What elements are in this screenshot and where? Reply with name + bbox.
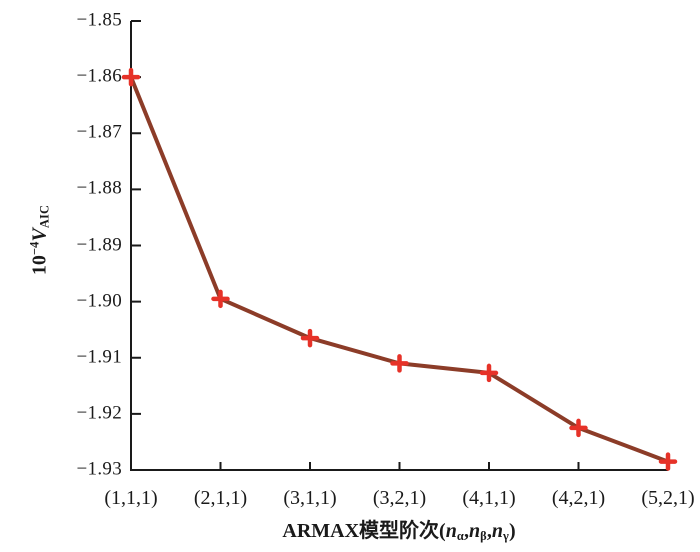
x-tick-label: (3,2,1) bbox=[372, 487, 427, 509]
y-tick-label: −1.88 bbox=[76, 177, 122, 199]
x-axis-label-token: n bbox=[491, 520, 503, 542]
data-marker-plus bbox=[300, 328, 320, 348]
data-marker-plus bbox=[390, 354, 409, 373]
x-tick-label: (2,1,1) bbox=[193, 487, 248, 509]
y-tick-label: −1.87 bbox=[76, 121, 122, 143]
x-axis-label-token: , bbox=[463, 520, 469, 542]
data-marker-plus bbox=[569, 418, 588, 438]
y-axis-label-token: −4 bbox=[27, 241, 42, 256]
x-axis-label-token: γ bbox=[502, 529, 509, 544]
y-tick-label: −1.86 bbox=[76, 65, 122, 87]
y-axis-label-token: V bbox=[28, 228, 51, 242]
y-axis-label: 10−4VAIC bbox=[27, 205, 52, 275]
x-tick-label: (4,2,1) bbox=[551, 487, 606, 509]
x-tick-label: (3,1,1) bbox=[283, 487, 337, 509]
x-axis-label-token: α bbox=[456, 529, 464, 544]
x-tick-label: (4,1,1) bbox=[462, 487, 516, 509]
data-marker-plus bbox=[211, 289, 230, 309]
y-tick-label: −1.93 bbox=[76, 458, 122, 480]
x-tick-label: (1,1,1) bbox=[104, 487, 158, 509]
y-tick-label: −1.92 bbox=[76, 402, 122, 424]
y-axis-label-token: 10 bbox=[28, 255, 51, 276]
x-axis-label-token: β bbox=[480, 529, 487, 544]
x-axis-label-token: n bbox=[445, 520, 457, 542]
data-marker-plus bbox=[121, 67, 141, 87]
data-marker-plus bbox=[658, 452, 678, 471]
data-marker-plus bbox=[479, 363, 499, 383]
y-tick-label: −1.90 bbox=[76, 290, 122, 312]
y-tick-label: −1.89 bbox=[76, 234, 122, 256]
y-tick-label: −1.85 bbox=[76, 9, 122, 31]
x-axis-label-token: ARMAX模型阶次( bbox=[282, 520, 446, 542]
data-line bbox=[129, 75, 670, 464]
x-axis-label-token: n bbox=[468, 520, 481, 542]
y-tick-label: −1.91 bbox=[76, 346, 122, 368]
y-axis-label-token: AIC bbox=[37, 204, 52, 229]
x-axis-label-token: , bbox=[486, 520, 492, 542]
x-axis-label-token: ) bbox=[508, 520, 516, 542]
x-axis-label: ARMAX模型阶次(nα,nβ,nγ) bbox=[282, 514, 515, 544]
axis-lines bbox=[130, 21, 668, 471]
x-tick-label: (5,2,1) bbox=[641, 487, 695, 509]
